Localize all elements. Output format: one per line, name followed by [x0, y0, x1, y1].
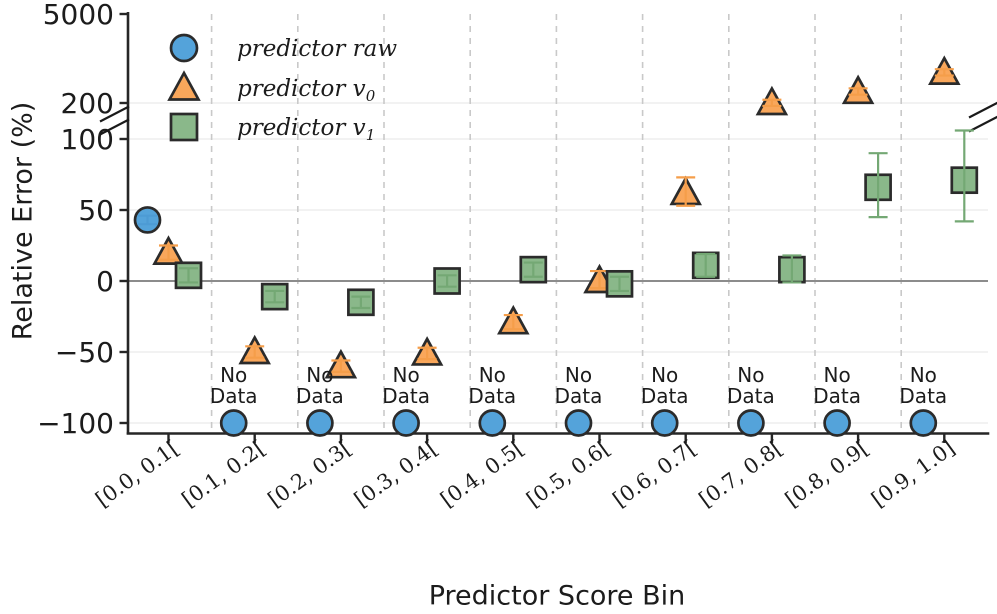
no-data-labels: NoDataNoDataNoDataNoDataNoDataNoDataNoDa…: [210, 363, 947, 408]
no-data-label-line1: No: [823, 363, 850, 387]
x-tick-label-group: [0.8, 0.9[: [781, 436, 873, 512]
no-data-label-line2: Data: [296, 384, 344, 408]
predictor-raw-marker: [737, 409, 765, 437]
predictor-raw-marker: [392, 409, 420, 437]
predictor-raw-marker: [909, 409, 938, 437]
no-data-label-line2: Data: [210, 384, 258, 408]
x-tick-label: [0.7, 0.8[: [695, 436, 787, 512]
bin-dividers: [210, 14, 903, 433]
no-data-label-line2: Data: [641, 384, 689, 408]
axis-break-mark: [99, 118, 130, 136]
x-tick-label: [0.9, 1.0]: [867, 436, 959, 512]
no-data-label-line2: Data: [382, 384, 430, 408]
x-tick-label-group: [0.7, 0.8[: [695, 436, 787, 512]
no-data-label-line1: No: [565, 363, 592, 387]
x-tick-label: [0.5, 0.6[: [522, 436, 614, 512]
y-axis-title: Relative Error (%): [7, 101, 39, 341]
x-tick-label: [0.0, 0.1[: [91, 436, 183, 512]
predictor-raw-marker: [650, 409, 679, 437]
x-tick-label-group: [0.5, 0.6[: [522, 436, 614, 512]
x-tick-label: [0.2, 0.3[: [264, 436, 356, 512]
x-tick-label-group: [0.4, 0.5[: [436, 436, 528, 512]
no-data-label-line2: Data: [555, 384, 603, 408]
axis-break-mark: [968, 101, 997, 119]
x-tick-label: [0.1, 0.2[: [177, 436, 269, 512]
x-tick-label-group: [0.1, 0.2[: [177, 436, 269, 512]
y-tick-label: −50: [55, 336, 114, 369]
x-tick-label-group: [0.3, 0.4[: [350, 436, 442, 512]
no-data-label-line1: No: [479, 363, 506, 387]
no-data-label-line1: No: [306, 363, 333, 387]
series-predictor-v1: [174, 129, 979, 317]
no-data-label-line1: No: [220, 363, 247, 387]
y-gridlines: [128, 102, 988, 424]
no-data-label-line1: No: [392, 363, 419, 387]
legend: predictor raw predictor v0 predictor v1: [167, 33, 397, 144]
no-data-label-line2: Data: [813, 384, 861, 408]
x-axis-title: Predictor Score Bin: [428, 580, 686, 612]
x-tick-label: [0.3, 0.4[: [350, 436, 442, 512]
x-tick-label-group: [0.9, 1.0]: [867, 436, 959, 512]
x-ticks: [0.0, 0.1[[0.1, 0.2[[0.2, 0.3[[0.3, 0.4[…: [91, 433, 959, 512]
no-data-label-line1: No: [910, 363, 937, 387]
x-tick-label: [0.8, 0.9[: [781, 436, 873, 512]
x-tick-label-group: [0.2, 0.3[: [264, 436, 356, 512]
series-predictor-raw: [133, 206, 938, 437]
y-tick-label: 0: [96, 265, 114, 298]
x-tick-label-group: [0.0, 0.1[: [91, 436, 183, 512]
axis-break-mark: [968, 115, 997, 133]
x-tick-label: [0.4, 0.5[: [436, 436, 528, 512]
y-tick-label: 5000: [43, 0, 114, 31]
legend-predictor-v1-icon: [169, 112, 199, 142]
legend-predictor-raw-icon: [169, 33, 199, 63]
x-tick-label: [0.6, 0.7[: [608, 436, 700, 512]
predictor-raw-marker: [478, 409, 507, 437]
y-tick-label: 200: [61, 87, 114, 120]
predictor-raw-marker: [823, 409, 851, 437]
axis-break-mark: [99, 105, 130, 123]
legend-predictor-raw-label: predictor raw: [237, 36, 397, 62]
predictor-v1-marker: [347, 288, 375, 317]
no-data-label-line2: Data: [468, 384, 516, 408]
no-data-label-line1: No: [651, 363, 678, 387]
no-data-label-line2: Data: [727, 384, 775, 408]
y-tick-label: 50: [78, 194, 114, 227]
legend-predictor-v0-label: predictor v0: [237, 76, 376, 105]
predictor-raw-marker: [564, 409, 593, 437]
y-tick-label: 100: [61, 123, 114, 156]
no-data-label-line2: Data: [899, 384, 947, 408]
no-data-label-line1: No: [737, 363, 764, 387]
predictor-raw-marker: [306, 409, 334, 437]
legend-predictor-v0-icon: [167, 70, 201, 101]
x-tick-label-group: [0.6, 0.7[: [608, 436, 700, 512]
y-tick-label: −100: [37, 407, 114, 440]
axis-break-marks: [99, 101, 997, 136]
legend-predictor-v1-label: predictor v1: [237, 115, 375, 144]
predictor-raw-marker: [219, 409, 248, 437]
